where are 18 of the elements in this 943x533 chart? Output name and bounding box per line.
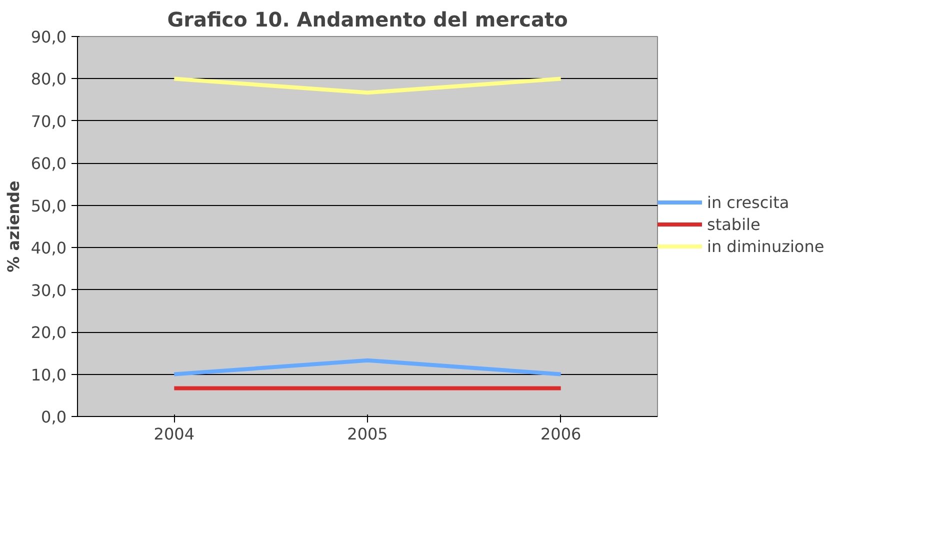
y-tick-label: 10,0 — [30, 365, 66, 384]
y-tick-label: 50,0 — [30, 196, 66, 216]
y-tick-label: 60,0 — [30, 154, 66, 174]
y-tick-label: 20,0 — [30, 323, 66, 342]
legend-label: in crescita — [707, 192, 790, 212]
x-tick-label: 2004 — [154, 424, 195, 444]
y-tick-label: 80,0 — [30, 70, 66, 89]
chart-title: Grafico 10. Andamento del mercato — [167, 8, 568, 32]
y-axis-title: % aziende — [4, 180, 23, 272]
y-tick-label: 0,0 — [41, 408, 67, 426]
x-tick-label: 2005 — [347, 424, 388, 444]
y-tick-label: 40,0 — [30, 238, 66, 258]
y-tick-label: 70,0 — [30, 112, 66, 131]
x-tick-label: 2006 — [540, 424, 582, 444]
legend-label: in diminuzione — [707, 236, 824, 256]
y-tick-label: 30,0 — [30, 280, 66, 300]
legend-label: stabile — [707, 214, 760, 234]
y-tick-label: 90,0 — [30, 28, 66, 46]
